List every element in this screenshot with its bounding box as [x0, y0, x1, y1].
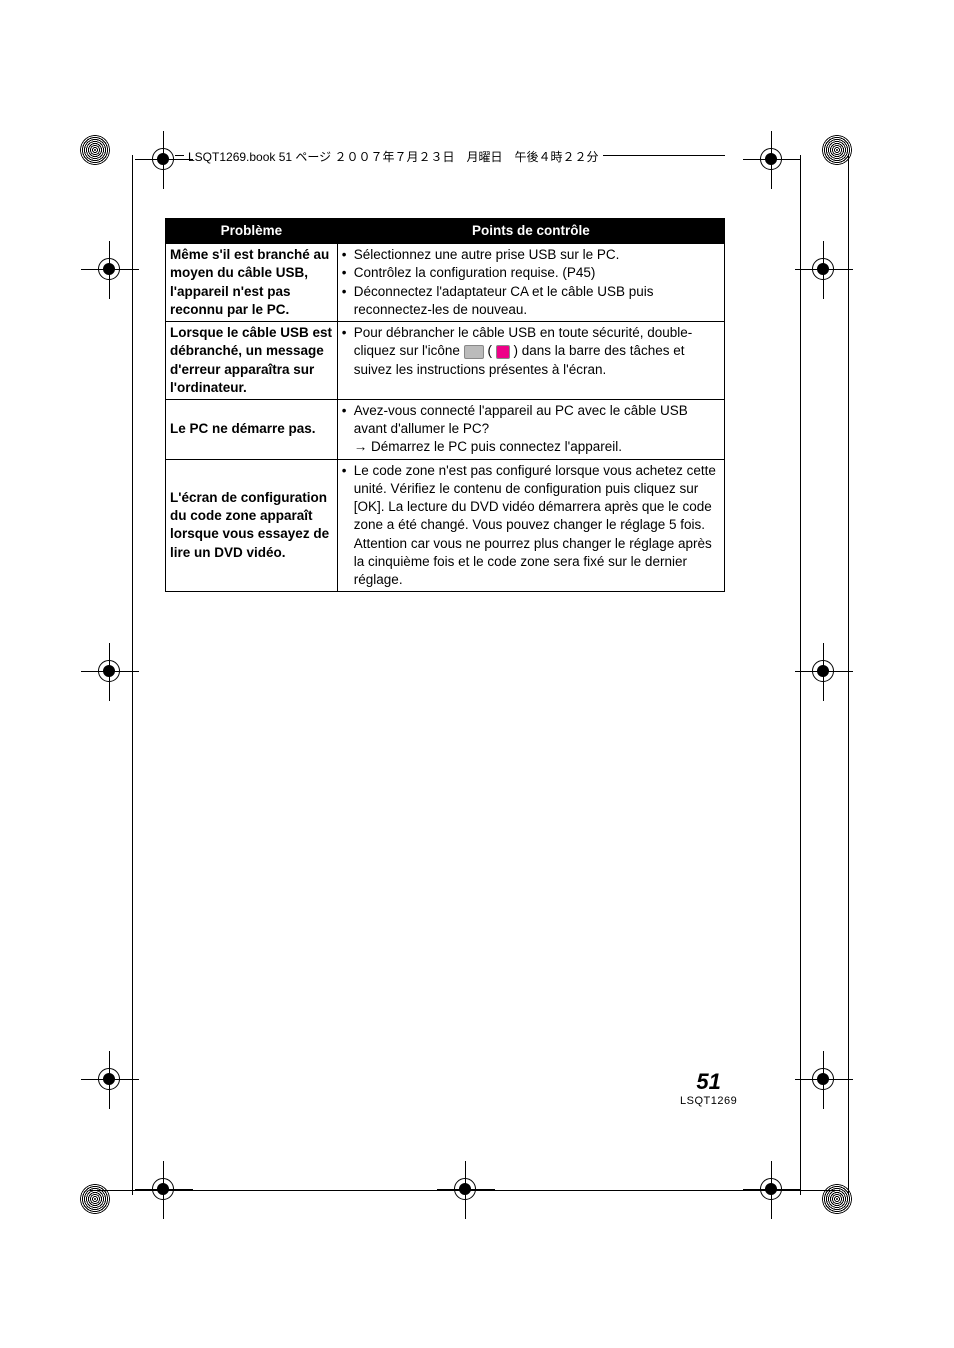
reg-crosshair-icon: [760, 148, 782, 170]
reg-crosshair-icon: [98, 660, 120, 682]
points-cell: Pour débrancher le câble USB en toute sé…: [337, 322, 724, 400]
point-item: Pour débrancher le câble USB en toute sé…: [342, 324, 720, 379]
page-number: 51: [680, 1069, 737, 1095]
reg-crosshair-icon: [760, 1178, 782, 1200]
reg-crosshair-icon: [98, 1068, 120, 1090]
taskbar-icon-alt: [496, 345, 510, 359]
points-cell: Le code zone n'est pas configuré lorsque…: [337, 459, 724, 592]
reg-line: [90, 1190, 840, 1191]
point-item: Déconnectez l'adaptateur CA et le câble …: [342, 283, 720, 319]
point-item: Le code zone n'est pas configuré lorsque…: [342, 462, 720, 590]
page-footer: 51 LSQT1269: [680, 1069, 737, 1107]
problem-cell: Le PC ne démarre pas.: [166, 399, 338, 459]
content-area: Problème Points de contrôle Même s'il es…: [165, 218, 725, 592]
reg-crosshair-icon: [812, 1068, 834, 1090]
points-cell: Sélectionnez une autre prise USB sur le …: [337, 244, 724, 322]
reg-crosshair-icon: [812, 258, 834, 280]
reg-crosshair-icon: [152, 1178, 174, 1200]
taskbar-icon: [464, 345, 484, 359]
reg-crosshair-icon: [812, 660, 834, 682]
col-points-header: Points de contrôle: [337, 219, 724, 244]
reg-line: [848, 155, 849, 1195]
doc-code: LSQT1269: [680, 1095, 737, 1107]
col-problem-header: Problème: [166, 219, 338, 244]
reg-crosshair-icon: [98, 258, 120, 280]
reg-crosshair-icon: [152, 148, 174, 170]
point-arrow-line: → Démarrez le PC puis connectez l'appare…: [342, 438, 720, 456]
reg-corner-ball-icon: [80, 1184, 110, 1214]
problem-cell: Lorsque le câble USB est débranché, un m…: [166, 322, 338, 400]
point-item: Contrôlez la configuration requise. (P45…: [342, 264, 720, 282]
table-row: Même s'il est branché au moyen du câble …: [166, 244, 725, 322]
reg-line: [800, 155, 801, 1195]
reg-line: [132, 155, 133, 1195]
points-cell: Avez-vous connecté l'appareil au PC avec…: [337, 399, 724, 459]
reg-corner-ball-icon: [80, 135, 110, 165]
reg-crosshair-icon: [454, 1178, 476, 1200]
point-item: Avez-vous connecté l'appareil au PC avec…: [342, 402, 720, 438]
table-row: L'écran de configuration du code zone ap…: [166, 459, 725, 592]
problem-cell: L'écran de configuration du code zone ap…: [166, 459, 338, 592]
troubleshoot-table: Problème Points de contrôle Même s'il es…: [165, 218, 725, 592]
header-text: LSQT1269.book 51 ページ ２００７年７月２３日 月曜日 午後４時…: [184, 148, 603, 165]
table-row: Lorsque le câble USB est débranché, un m…: [166, 322, 725, 400]
point-text: (: [487, 343, 495, 358]
point-item: Sélectionnez une autre prise USB sur le …: [342, 246, 720, 264]
problem-cell: Même s'il est branché au moyen du câble …: [166, 244, 338, 322]
table-row: Le PC ne démarre pas. Avez-vous connecté…: [166, 399, 725, 459]
